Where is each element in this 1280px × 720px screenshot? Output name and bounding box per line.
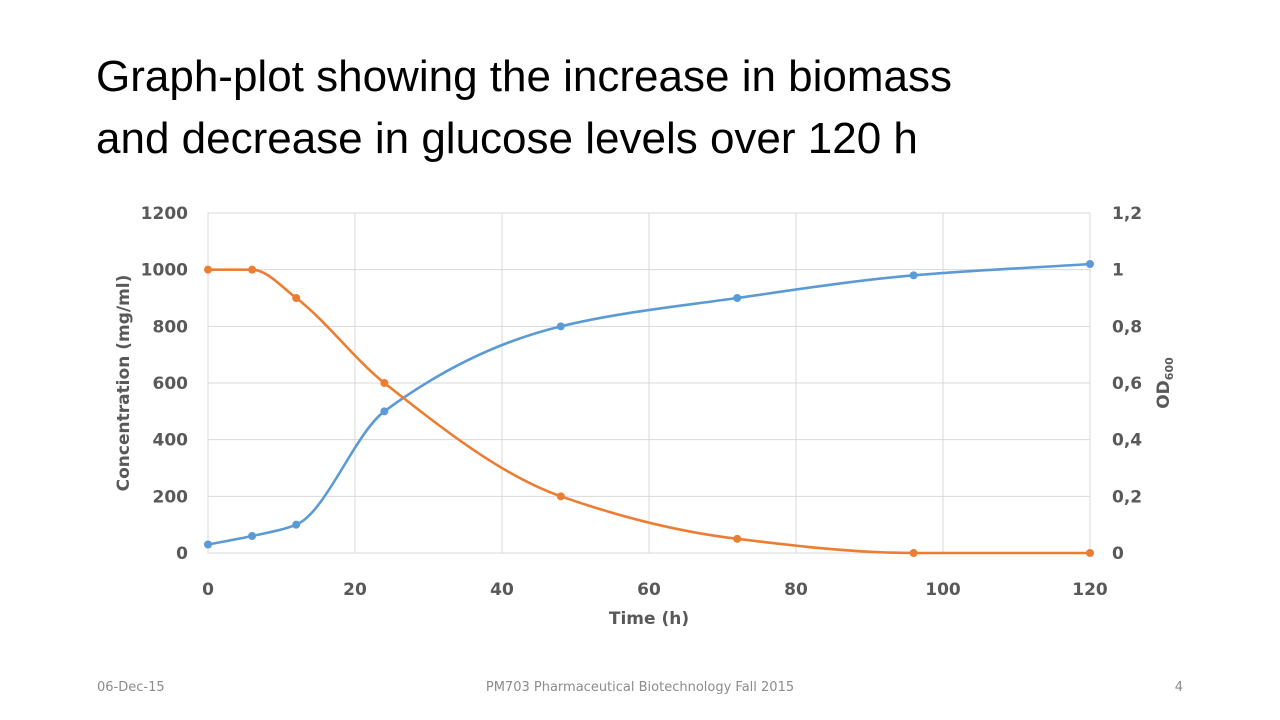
y-tick-label: 800 xyxy=(153,317,189,337)
slide-title: Graph-plot showing the increase in bioma… xyxy=(96,46,1196,170)
slide-title-line-1: Graph-plot showing the increase in bioma… xyxy=(96,52,953,101)
series-2-point xyxy=(909,549,918,557)
y2-tick-label: 0,4 xyxy=(1112,431,1142,451)
chart-ticks: 0 200 400 600 800 1000 1200 0 0,2 0,4 0,6 0,8 1 1,2 0 2… xyxy=(141,204,1143,600)
y-tick-label: 1200 xyxy=(141,204,188,224)
series-1-point xyxy=(1086,260,1094,268)
series-1-point xyxy=(556,322,565,331)
y2-axis-label: OD600 xyxy=(1154,357,1176,409)
y-tick-label: 400 xyxy=(153,431,189,451)
y2-tick-label: 0 xyxy=(1112,544,1124,564)
y2-tick-label: 0,8 xyxy=(1112,317,1142,337)
x-tick-label: 120 xyxy=(1072,580,1108,600)
y2-tick-label: 1 xyxy=(1112,261,1124,281)
y2-tick-label: 0,6 xyxy=(1112,374,1142,394)
y2-tick-label: 0,2 xyxy=(1112,487,1142,507)
series-2-point xyxy=(292,294,301,302)
x-tick-label: 20 xyxy=(343,580,367,600)
chart-series xyxy=(204,260,1094,557)
x-tick-label: 60 xyxy=(637,580,661,600)
y2-axis-label-main: OD xyxy=(1154,380,1174,409)
chart-grid xyxy=(207,212,1091,554)
series-2-point xyxy=(556,492,565,501)
series-2-point xyxy=(248,265,257,274)
y-tick-label: 600 xyxy=(153,374,189,394)
y-tick-label: 0 xyxy=(176,544,188,564)
x-axis-label: Time (h) xyxy=(609,609,689,629)
series-1-point xyxy=(909,271,918,280)
series-1-point xyxy=(248,532,257,540)
slide-title-line-2: and decrease in glucose levels over 120 … xyxy=(96,114,918,163)
y2-tick-label: 1,2 xyxy=(1112,204,1142,224)
footer-page-number: 4 xyxy=(1174,680,1183,695)
y-tick-label: 1000 xyxy=(141,261,188,281)
footer-date: 06-Dec-15 xyxy=(97,680,165,695)
x-tick-label: 100 xyxy=(925,580,961,600)
series-2-point xyxy=(733,534,742,543)
series-2-point xyxy=(204,265,212,274)
y-axis-label: Concentration (mg/ml) xyxy=(114,275,134,492)
y2-axis-label-sub: 600 xyxy=(1163,357,1176,380)
x-tick-label: 80 xyxy=(784,580,808,600)
x-tick-label: 40 xyxy=(490,580,514,600)
series-1-point xyxy=(733,294,742,302)
footer-course: PM703 Pharmaceutical Biotechnology Fall … xyxy=(485,680,795,695)
series-1-point xyxy=(292,520,301,529)
series-1-point xyxy=(380,407,389,416)
series-2-point xyxy=(380,379,389,387)
series-1-point xyxy=(204,540,212,549)
y-tick-label: 200 xyxy=(153,487,189,507)
series-2-point xyxy=(1086,549,1094,557)
x-tick-label: 0 xyxy=(202,580,214,600)
